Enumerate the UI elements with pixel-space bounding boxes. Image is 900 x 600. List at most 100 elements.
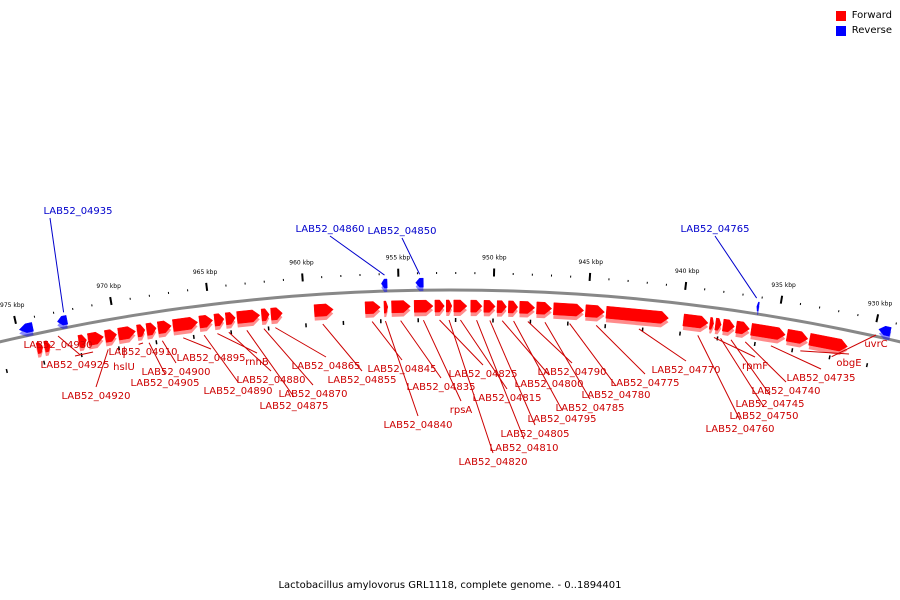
forward-gene-arrow (434, 299, 445, 313)
forward-gene-arrow (224, 312, 236, 326)
forward-gene-arrow (117, 326, 136, 341)
legend-label-forward: Forward (851, 10, 892, 21)
label-leader-line (720, 338, 765, 408)
forward-gene-arrow (445, 299, 453, 313)
reverse-gene-label: LAB52_04860 (295, 224, 364, 235)
forward-gene-arrow (198, 314, 214, 329)
forward-gene-label: LAB52_04895 (176, 353, 245, 364)
forward-gene-arrow (483, 300, 496, 313)
forward-gene-arrow (721, 318, 735, 333)
forward-gene-arrow (103, 329, 117, 343)
forward-gene-label: rnhB (245, 357, 269, 368)
tick-mark-inner (716, 336, 719, 341)
forward-gene-label: LAB52_04925 (40, 360, 109, 371)
label-leader-line (57, 335, 81, 355)
legend-item-reverse: Reverse (835, 23, 892, 38)
forward-gene-arrow (750, 323, 786, 340)
forward-gene-label: LAB52_04820 (458, 457, 527, 468)
forward-gene-label: LAB52_04890 (203, 386, 272, 397)
label-leader-line (770, 345, 822, 370)
forward-gene-label: LAB52_04930 (23, 340, 92, 351)
tick-label: 945 kbp (579, 259, 604, 266)
forward-gene-arrow (35, 342, 44, 355)
tick-mark-inner (753, 341, 756, 347)
label-leader-line (800, 350, 850, 355)
label-leader-line (228, 331, 272, 372)
forward-gene-label: hslU (113, 362, 135, 373)
label-leader-line (476, 319, 525, 440)
tick-mark (13, 315, 17, 325)
forward-gene-arrow (584, 304, 605, 318)
reverse-gene-arrow (415, 277, 424, 288)
label-leader-line (263, 328, 314, 386)
tick-label: 940 kbp (675, 268, 700, 275)
reverse-gene-arrow (381, 278, 388, 289)
tick-mark (875, 314, 880, 323)
forward-gene-arrow (808, 333, 848, 352)
forward-gene-arrow (86, 331, 104, 346)
forward-gene-label: LAB52_04865 (291, 361, 360, 372)
forward-gene-arrow (714, 317, 722, 331)
forward-gene-arrow (536, 301, 553, 315)
forward-gene-label: LAB52_04870 (278, 389, 347, 400)
label-leader-line (744, 341, 787, 383)
tick-mark-inner (43, 360, 46, 365)
forward-gene-label: LAB52_04910 (108, 347, 177, 358)
forward-gene-arrow (43, 340, 51, 353)
forward-gene-arrow (313, 303, 334, 317)
label-leader-line (401, 237, 421, 275)
forward-gene-arrow (453, 299, 468, 313)
forward-gene-label: LAB52_04825 (448, 369, 517, 380)
forward-gene-label: LAB52_04760 (705, 424, 774, 435)
forward-gene-label: LAB52_04855 (327, 375, 396, 386)
label-leader-line (148, 342, 166, 375)
tick-mark (301, 273, 304, 282)
forward-gene-arrow (519, 300, 536, 314)
tick-mark-inner (192, 334, 195, 339)
forward-gene-label: LAB52_04835 (406, 382, 475, 393)
reverse-gene-label: LAB52_04935 (43, 206, 112, 217)
label-leader-line (422, 319, 462, 402)
tick-mark-inner (865, 362, 869, 368)
reverse-gene-label: LAB52_04850 (367, 226, 436, 237)
reverse-gene-arrow (57, 315, 69, 326)
forward-gene-arrow (156, 320, 172, 335)
label-leader-line (217, 333, 258, 354)
reverse-gene-label: LAB52_04765 (680, 224, 749, 235)
tick-mark (205, 282, 209, 291)
label-leader-line (400, 320, 442, 379)
tick-label: 970 kbp (96, 283, 121, 290)
tick-label: 960 kbp (289, 259, 314, 266)
forward-gene-arrow (236, 309, 261, 324)
label-leader-line (569, 323, 617, 387)
forward-gene-label: LAB52_04780 (581, 390, 650, 401)
forward-gene-arrow (785, 328, 809, 344)
tick-mark-inner (5, 368, 9, 374)
forward-gene-arrow (172, 316, 199, 332)
label-leader-line (329, 235, 385, 276)
label-leader-line (161, 340, 177, 364)
label-leader-line (730, 339, 771, 396)
tick-mark-inner (80, 353, 83, 358)
forward-gene-label: LAB52_04900 (141, 367, 210, 378)
label-leader-line (439, 319, 484, 366)
label-leader-line (138, 342, 144, 345)
forward-gene-arrow (383, 300, 389, 314)
forward-gene-label: LAB52_04735 (786, 373, 855, 384)
label-leader-line (275, 327, 327, 358)
forward-gene-label: LAB52_04800 (514, 379, 583, 390)
tick-mark-inner (791, 348, 794, 353)
reverse-gene-arrow (878, 325, 892, 337)
label-leader-line (448, 319, 494, 454)
forward-gene-label: uvrC (864, 339, 887, 350)
forward-gene-label: LAB52_04905 (130, 378, 199, 389)
label-leader-line (246, 330, 295, 398)
forward-gene-label: LAB52_04770 (651, 365, 720, 376)
forward-gene-arrow (145, 322, 157, 336)
tick-mark (684, 281, 688, 291)
forward-gene-label: LAB52_04775 (610, 378, 679, 389)
reverse-gene-arrow (756, 301, 760, 312)
forward-gene-label: LAB52_04745 (735, 399, 804, 410)
label-leader-line (831, 334, 877, 358)
